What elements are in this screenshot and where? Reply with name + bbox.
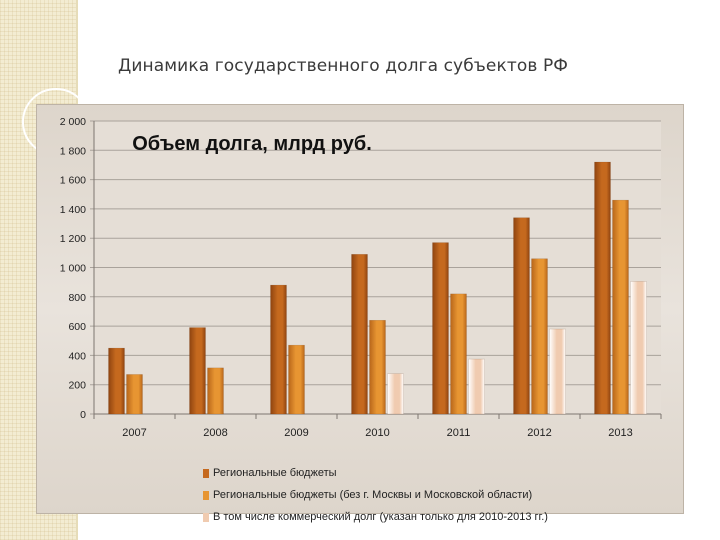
bar-series-1 <box>594 161 611 415</box>
legend-item-series-1: Региональные бюджеты <box>203 462 548 484</box>
bar-series-2 <box>531 258 548 415</box>
x-tick-label: 2009 <box>284 427 308 439</box>
bar-series-1 <box>189 327 206 415</box>
bar-series-2 <box>126 374 143 415</box>
y-tick-label: 1 000 <box>60 263 86 275</box>
y-tick-label: 600 <box>68 321 86 333</box>
legend-label-series-2: Региональные бюджеты (без г. Москвы и Мо… <box>213 489 533 501</box>
bar-series-3 <box>630 281 647 415</box>
x-tick-label: 2012 <box>527 427 551 439</box>
y-tick-label: 1 400 <box>60 204 86 216</box>
bar-series-2 <box>369 319 386 415</box>
bar-series-2 <box>612 199 629 415</box>
x-tick-label: 2013 <box>608 427 632 439</box>
bar-series-3 <box>468 358 485 415</box>
bar-chart: 0 200 400 600 800 1 000 1 200 1 400 1 600 1 800 2 … <box>60 116 662 439</box>
x-tick-label: 2008 <box>203 427 227 439</box>
bar-series-1 <box>270 284 287 415</box>
bar-series-2 <box>450 293 467 415</box>
legend-swatch-series-2 <box>203 490 209 500</box>
y-tick-label: 400 <box>68 350 86 362</box>
chart-container: 0 200 400 600 800 1 000 1 200 1 400 1 600 1 800 2 … <box>36 104 684 523</box>
y-tick-label: 1 200 <box>60 233 86 245</box>
bar-series-1 <box>513 217 530 415</box>
legend-label-series-1: Региональные бюджеты <box>213 467 337 479</box>
legend-item-series-2: Региональные бюджеты (без г. Москвы и Мо… <box>203 484 548 506</box>
y-tick-label: 800 <box>68 292 86 304</box>
bar-series-3 <box>549 328 566 415</box>
legend-label-series-3: В том числе коммерческий долг (указан то… <box>213 511 548 523</box>
bar-series-1 <box>432 242 449 415</box>
bar-series-2 <box>207 367 224 415</box>
x-tick-label: 2007 <box>122 427 146 439</box>
slide-title: Динамика государственного долга субъекто… <box>118 56 569 76</box>
y-tick-label: 200 <box>68 380 86 392</box>
legend-swatch-series-1 <box>203 468 209 478</box>
legend-item-series-3: В том числе коммерческий долг (указан то… <box>203 506 548 528</box>
bar-series-1 <box>351 254 368 415</box>
bar-series-3 <box>387 373 404 415</box>
chart-legend: Региональные бюджеты Региональные бюджет… <box>203 462 548 528</box>
bar-series-2 <box>288 344 305 415</box>
chart-title: Объем долга, млрд руб. <box>132 133 372 155</box>
x-tick-label: 2010 <box>365 427 389 439</box>
y-tick-label: 1 600 <box>60 175 86 187</box>
y-tick-label: 1 800 <box>60 145 86 157</box>
y-tick-label: 0 <box>80 409 86 421</box>
legend-swatch-series-3 <box>203 512 209 522</box>
x-tick-label: 2011 <box>447 427 471 439</box>
y-tick-label: 2 000 <box>60 116 86 128</box>
bar-series-1 <box>108 347 125 415</box>
